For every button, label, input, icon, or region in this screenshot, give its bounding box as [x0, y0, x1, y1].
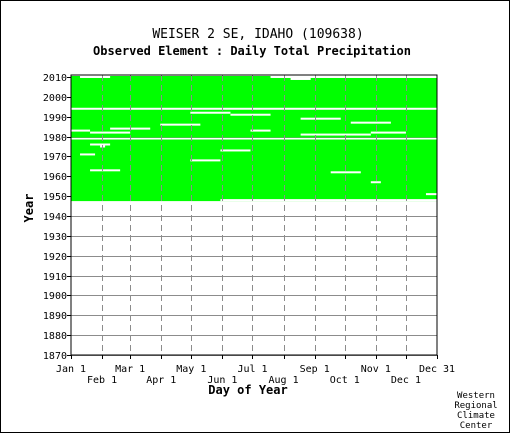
x-axis-label: Day of Year: [208, 383, 287, 397]
x-tick-labels: Jan 1 Mar 1 May 1 Jul 1 Sep 1 Nov 1 Dec 31 Feb …: [56, 364, 455, 386]
missing-data-span: [160, 123, 201, 126]
y-tick-label: 2000: [43, 93, 67, 104]
missing-data-span: [90, 131, 131, 134]
missing-data-span: [330, 171, 361, 174]
vertical-gridlines: [71, 75, 438, 359]
x-tick-label: May 1: [176, 364, 206, 375]
data-coverage-band: [71, 139, 437, 202]
chart-title: WEISER 2 SE, IDAHO (109638): [152, 27, 363, 42]
missing-data-span: [71, 129, 91, 132]
y-tick-label: 2010: [43, 73, 67, 84]
y-tick-labels: 2010 2000 1990 1980 1970 1960 1950 1940 1930 1920…: [43, 73, 67, 362]
x-tick-label: Feb 1: [87, 375, 117, 386]
y-tick-label: 1880: [43, 331, 67, 342]
x-tick-label: Mar 1: [115, 364, 145, 375]
missing-data-span: [80, 153, 96, 156]
missing-data-span: [230, 113, 271, 116]
y-tick-label: 1870: [43, 351, 67, 362]
missing-data-span: [90, 143, 111, 146]
y-tick-label: 1990: [43, 113, 67, 124]
missing-data-span: [80, 75, 111, 78]
missing-data-span: [190, 111, 231, 114]
credit-line-4: Center: [460, 421, 493, 431]
plot-border: [70, 74, 438, 356]
missing-data-span: [290, 77, 311, 80]
y-tick-label: 1940: [43, 212, 67, 223]
missing-data-span: [300, 133, 371, 136]
y-tick-label: 1920: [43, 252, 67, 263]
missing-data-span: [370, 181, 381, 184]
y-tick-label: 1890: [43, 311, 67, 322]
x-tick-label: Sep 1: [300, 364, 330, 375]
x-tick-label: Dec 1: [391, 375, 421, 386]
y-tick-label: 1960: [43, 172, 67, 183]
x-tick-label: Oct 1: [330, 375, 360, 386]
x-tick-label: Dec 31: [419, 364, 455, 375]
missing-data-span: [190, 159, 221, 162]
x-tick-label: Aug 1: [269, 375, 299, 386]
y-tick-label: 1910: [43, 272, 67, 283]
data-coverage-band: [71, 75, 437, 108]
y-tick-label: 1900: [43, 291, 67, 302]
y-tick-label: 1970: [43, 152, 67, 163]
missing-data-span: [220, 149, 251, 152]
y-tick-label: 1930: [43, 232, 67, 243]
x-tick-label: Nov 1: [361, 364, 391, 375]
y-tick-label: 1980: [43, 133, 67, 144]
y-tick-label: 1950: [43, 192, 67, 203]
y-axis-label: Year: [22, 194, 36, 223]
missing-data-span: [220, 199, 437, 202]
credit-block: Western Regional Climate Center: [454, 391, 497, 431]
x-tick-label: Jan 1: [56, 364, 86, 375]
missing-data-span: [370, 131, 406, 134]
missing-data-span: [350, 121, 391, 124]
missing-data-span: [270, 75, 437, 78]
missing-data-span: [250, 129, 271, 132]
x-tick-label: Jun 1: [207, 375, 237, 386]
credit-line-1: Western: [457, 391, 495, 401]
missing-data-span: [425, 193, 437, 196]
x-tick-label: Apr 1: [146, 375, 176, 386]
chart-subtitle: Observed Element : Daily Total Precipita…: [93, 44, 411, 58]
x-tick-label: Jul 1: [237, 364, 267, 375]
credit-line-2: Regional: [454, 401, 497, 411]
credit-line-3: Climate: [457, 411, 495, 421]
missing-data-span: [300, 117, 341, 120]
missing-data-span: [90, 169, 121, 172]
data-coverage-layer: [71, 75, 437, 202]
